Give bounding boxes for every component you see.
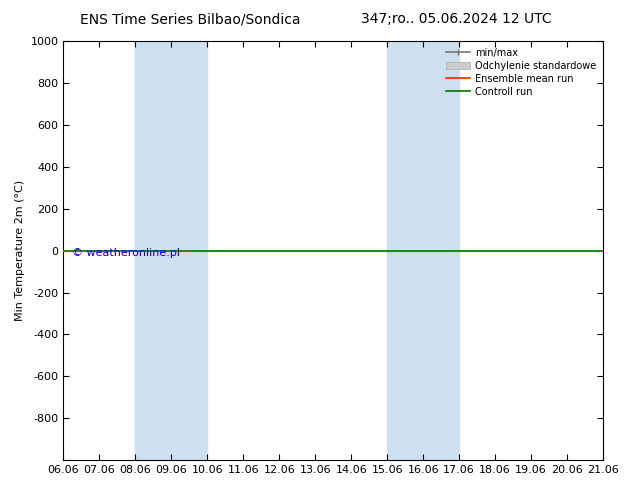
Legend: min/max, Odchylenie standardowe, Ensemble mean run, Controll run: min/max, Odchylenie standardowe, Ensembl… bbox=[442, 44, 600, 100]
Bar bbox=[136, 41, 207, 460]
Bar bbox=[387, 41, 459, 460]
Y-axis label: Min Temperature 2m (°C): Min Temperature 2m (°C) bbox=[15, 180, 25, 321]
Text: 347;ro.. 05.06.2024 12 UTC: 347;ro.. 05.06.2024 12 UTC bbox=[361, 12, 552, 26]
Text: ENS Time Series Bilbao/Sondica: ENS Time Series Bilbao/Sondica bbox=[80, 12, 301, 26]
Text: © weatheronline.pl: © weatheronline.pl bbox=[72, 248, 179, 259]
